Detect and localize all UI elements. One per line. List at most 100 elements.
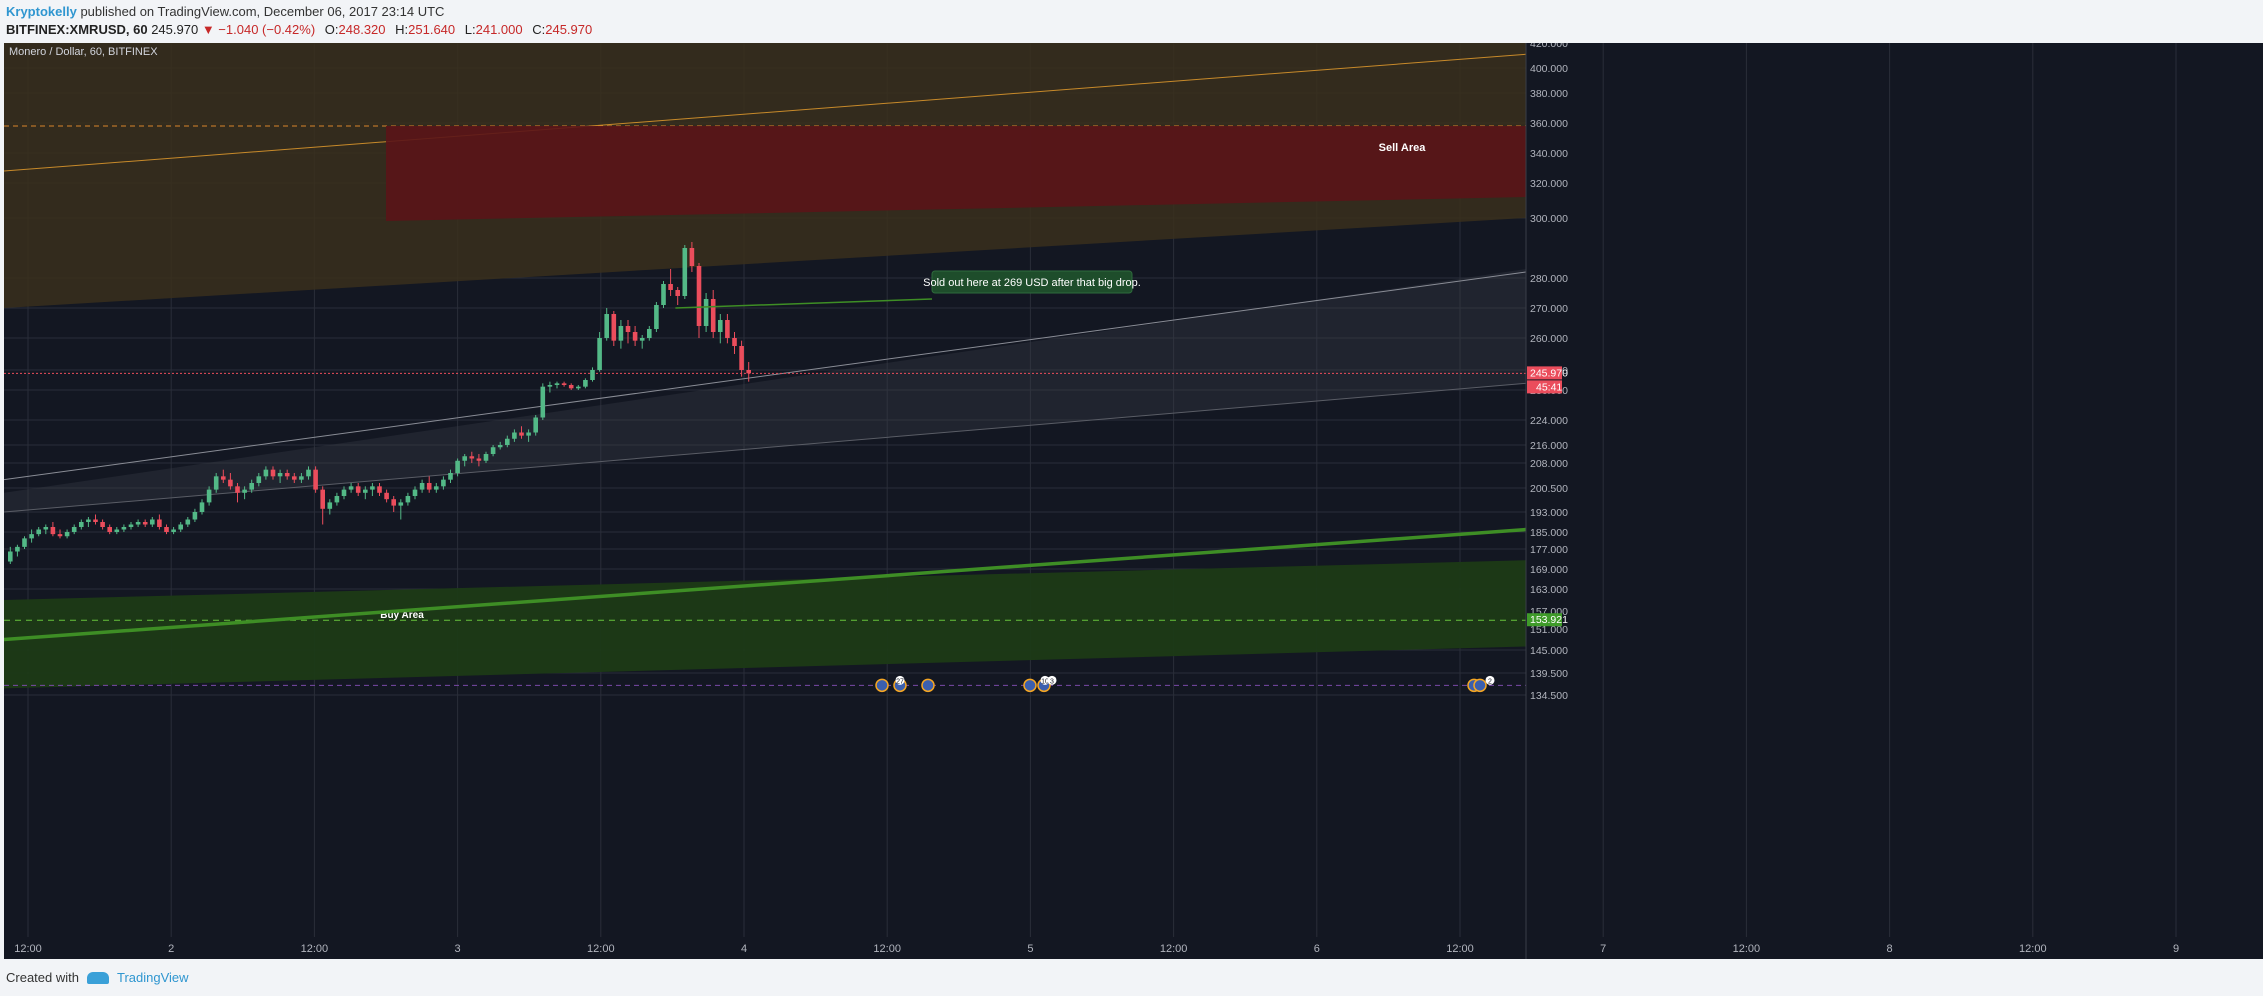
candle-body (142, 522, 148, 525)
candle-body (469, 456, 475, 459)
candle (483, 451, 489, 463)
candle-body (476, 458, 482, 461)
candle-body (639, 338, 645, 341)
candle (583, 378, 588, 389)
candle-body (384, 492, 389, 500)
candles (8, 242, 751, 564)
candle (128, 522, 134, 530)
candle-body (696, 266, 702, 326)
candle-body (703, 299, 709, 326)
price-badges: 245.970 45:41 153.921 (1527, 366, 1568, 627)
y-tick-label: 340.000 (1530, 148, 1568, 160)
candle (86, 517, 91, 527)
event-count-bubble (1040, 675, 1050, 685)
candle (561, 381, 567, 387)
y-tick-label: 139.500 (1530, 668, 1568, 680)
candle-body (718, 320, 723, 332)
candle (121, 524, 127, 532)
event-flag-icon (1473, 678, 1487, 693)
candle (746, 362, 751, 382)
candle (476, 454, 482, 467)
candle-body (590, 370, 595, 380)
candle-body (79, 522, 84, 527)
candle-body (448, 473, 453, 480)
chart-area[interactable]: 12:00 2 12:00 3 12:00 4 12:00 5 12:00 6 12:00 7 12:0… (3, 38, 2263, 959)
candle-body (526, 432, 531, 436)
candle (469, 451, 475, 463)
candle (8, 546, 13, 564)
candle-body (206, 489, 212, 503)
event-count-text: 10 (1041, 678, 1049, 685)
grey-channel-upper-line (3, 271, 1527, 481)
green-level-badge-bg (1527, 613, 1562, 627)
candle-body (689, 248, 695, 266)
candle (263, 466, 269, 480)
tradingview-link[interactable]: TradingView (116, 970, 189, 985)
candle (71, 524, 77, 535)
candle-body (632, 332, 638, 341)
candle (327, 499, 333, 515)
candle-body (150, 519, 155, 525)
candle (639, 335, 645, 349)
candle-body (107, 527, 112, 532)
candle-body (497, 445, 503, 448)
candle (739, 340, 744, 377)
candle (490, 445, 496, 457)
candle (668, 269, 673, 296)
x-tick-label: 5 (1027, 943, 1033, 955)
close-value: 245.970 (545, 22, 593, 37)
candle-body (256, 476, 262, 483)
candle (355, 483, 361, 496)
candle (299, 473, 304, 483)
candle (43, 524, 49, 535)
candle (93, 514, 98, 525)
buy-area-zone (4, 560, 1526, 689)
author-link[interactable]: Kryptokelly (6, 4, 77, 19)
candle (682, 245, 688, 299)
candle-body (647, 329, 652, 338)
candle-body (625, 326, 631, 332)
candle-body (306, 469, 311, 477)
candle (391, 496, 396, 512)
high-label: H: (395, 22, 409, 37)
green-level-badge-text: 153.921 (1530, 614, 1568, 626)
candle-body (739, 346, 744, 370)
candle-body (554, 383, 560, 385)
candle-body (576, 386, 581, 389)
candle (405, 492, 411, 506)
candle-body (320, 489, 325, 509)
candle (277, 469, 283, 483)
candle-body (370, 486, 375, 490)
change-value: ▼ −1.040 (−0.42%) (201, 22, 316, 37)
candle-body (157, 519, 162, 527)
callout-text: Sold out here at 269 USD after that big … (923, 277, 1141, 289)
candle (568, 383, 574, 390)
x-tick-label: 9 (2173, 943, 2179, 955)
x-tick-label: 8 (1887, 943, 1893, 955)
candle (618, 320, 624, 349)
candle-body (710, 299, 716, 332)
candle (363, 486, 368, 500)
candle-body (50, 527, 56, 535)
candle (370, 483, 375, 496)
candle (50, 522, 56, 537)
candle-body (519, 432, 524, 436)
high-value: 251.640 (408, 22, 456, 37)
buy-area-label: Buy Area (380, 610, 424, 621)
candle-body (213, 476, 219, 490)
tradingview-logo-icon[interactable] (86, 971, 109, 984)
candle-body (661, 284, 666, 305)
grey-channel-fill (4, 269, 1526, 512)
candle-body (568, 385, 574, 389)
candle (412, 486, 418, 500)
candle (547, 381, 553, 393)
candle (178, 522, 183, 532)
candle (157, 514, 162, 530)
candle (426, 476, 432, 493)
candle-body (377, 486, 382, 493)
price-badge-text: 245.970 (1530, 367, 1568, 379)
candle-body (8, 551, 13, 562)
candle-body (363, 489, 368, 493)
candle-body (618, 326, 624, 341)
chart-svg[interactable]: 12:00 2 12:00 3 12:00 4 12:00 5 12:00 6 12:00 7 12:0… (3, 38, 2263, 959)
